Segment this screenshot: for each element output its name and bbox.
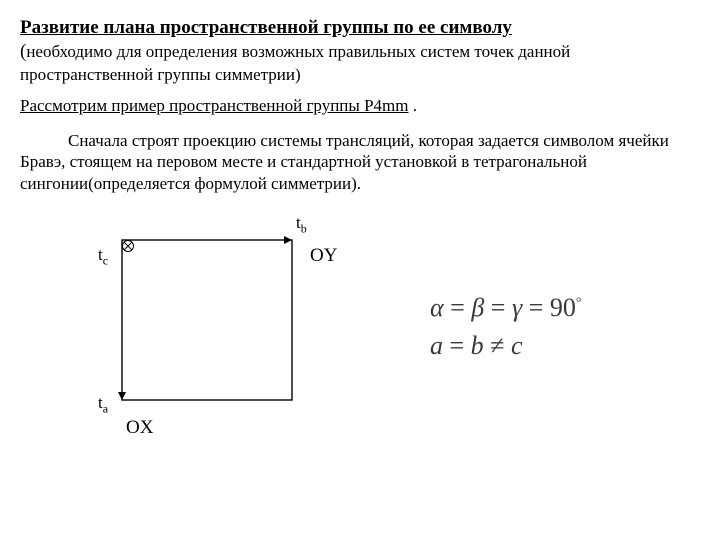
figure-area: tb tc ta OY OX α = β = γ = 90° a = b ≠ c: [20, 212, 700, 442]
var-b: b: [471, 331, 484, 360]
var-c: c: [511, 331, 523, 360]
ox-label: OX: [126, 416, 153, 440]
ninety: 90: [550, 293, 576, 322]
example-suffix: .: [408, 96, 417, 115]
eq4: =: [443, 331, 471, 360]
neq: ≠: [484, 331, 511, 360]
alpha: α: [430, 293, 444, 322]
ta-sub: a: [103, 401, 108, 415]
tc-label: tc: [98, 244, 108, 268]
projection-diagram: [116, 234, 306, 419]
example-underlined: Рассмотрим пример пространственной групп…: [20, 96, 408, 115]
degree-sign: °: [576, 295, 582, 310]
paragraph: Сначала строят проекцию системы трансляц…: [20, 130, 700, 194]
formula-angles: α = β = γ = 90°: [430, 292, 581, 325]
tc-sub: c: [103, 253, 108, 267]
page-title: Развитие плана пространственной группы п…: [20, 17, 512, 38]
subtitle-line-1: необходимо для определения возможных пра…: [26, 42, 570, 61]
eq1: =: [444, 293, 472, 322]
formulas-block: α = β = γ = 90° a = b ≠ c: [430, 292, 581, 363]
var-a: a: [430, 331, 443, 360]
eq2: =: [484, 293, 512, 322]
gamma: γ: [512, 293, 522, 322]
ta-label: ta: [98, 392, 108, 416]
tb-label: tb: [296, 212, 307, 236]
beta: β: [471, 293, 484, 322]
example-line: Рассмотрим пример пространственной групп…: [20, 95, 700, 116]
subtitle-line-2: пространственной группы симметрии): [20, 65, 301, 84]
oy-label: OY: [310, 244, 337, 268]
formula-lattice: a = b ≠ c: [430, 330, 581, 363]
eq3: =: [522, 293, 550, 322]
